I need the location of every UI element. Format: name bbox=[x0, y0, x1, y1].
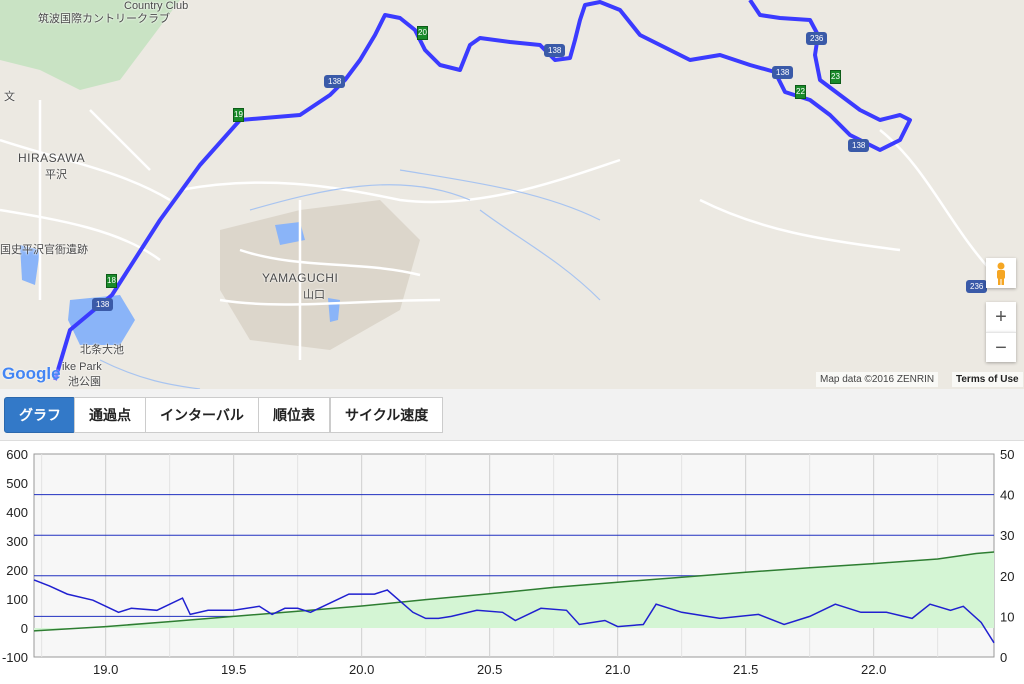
pond-small bbox=[275, 222, 305, 245]
tab-rankings[interactable]: 順位表 bbox=[258, 397, 330, 433]
y-right-tick-label: 30 bbox=[1000, 528, 1014, 543]
y-left-tick-label: 500 bbox=[6, 476, 28, 491]
street-view-pegman[interactable] bbox=[986, 258, 1016, 288]
x-tick-label: 20.5 bbox=[477, 662, 502, 677]
waypoint-marker[interactable]: 18 bbox=[106, 274, 117, 288]
y-right-tick-label: 20 bbox=[1000, 569, 1014, 584]
x-tick-label: 19.5 bbox=[221, 662, 246, 677]
map-label-country-club-en: Country Club bbox=[124, 0, 189, 12]
pond-west bbox=[20, 245, 40, 285]
y-left-tick-label: 200 bbox=[6, 563, 28, 578]
route-map[interactable]: 筑波国際カントリークラブ Country Club 文 HIRASAWA 平沢 … bbox=[0, 0, 1024, 389]
zoom-out-button[interactable]: − bbox=[986, 332, 1016, 362]
tab-bar: グラフ 通過点 インターバル 順位表 サイクル速度 bbox=[0, 389, 1024, 441]
y-left-tick-label: 600 bbox=[6, 447, 28, 462]
y-left-tick-label: 300 bbox=[6, 534, 28, 549]
tab-checkpoints[interactable]: 通過点 bbox=[74, 397, 146, 433]
x-tick-label: 20.0 bbox=[349, 662, 374, 677]
route-shield: 138 bbox=[772, 66, 794, 79]
map-label-park-en: ike Park bbox=[62, 361, 102, 373]
terms-of-use-link[interactable]: Terms of Use bbox=[952, 372, 1023, 387]
pegman-icon bbox=[997, 262, 1005, 285]
tab-intervals[interactable]: インターバル bbox=[145, 397, 259, 433]
route-shield: 236 bbox=[966, 280, 988, 293]
y-right-tick-label: 0 bbox=[1000, 650, 1007, 665]
y-left-tick-label: -100 bbox=[2, 650, 28, 665]
x-tick-label: 21.5 bbox=[733, 662, 758, 677]
x-tick-label: 19.0 bbox=[93, 662, 118, 677]
route-shield: 236 bbox=[806, 32, 828, 45]
map-label-hirasawa-en: HIRASAWA bbox=[18, 151, 86, 165]
map-label-ruins: 国史平沢官衙遺跡 bbox=[0, 244, 88, 256]
tab-cycle-speed[interactable]: サイクル速度 bbox=[330, 397, 444, 433]
waypoint-marker[interactable]: 23 bbox=[830, 70, 841, 84]
x-tick-label: 21.0 bbox=[605, 662, 630, 677]
map-label-hirasawa-jp: 平沢 bbox=[45, 169, 67, 181]
map-canvas bbox=[0, 0, 1001, 389]
speed-line bbox=[33, 579, 995, 644]
waypoint-marker[interactable]: 20 bbox=[417, 26, 428, 40]
y-left-tick-label: 400 bbox=[6, 505, 28, 520]
forest-area bbox=[0, 0, 180, 90]
elevation-line bbox=[33, 551, 995, 632]
elevation-speed-chart: 19.0 19.5 20.0 20.5 21.0 21.5 22.0 600 500 400 300… bbox=[0, 441, 1024, 679]
route-line bbox=[53, 0, 912, 381]
map-label-park-jp: 池公園 bbox=[68, 376, 101, 388]
settlement-area bbox=[220, 200, 420, 350]
map-label-yamaguchi-jp: 山口 bbox=[303, 289, 325, 301]
roads bbox=[0, 100, 1001, 360]
route-shield: 138 bbox=[848, 139, 870, 152]
map-label-hojo-pond: 北条大池 bbox=[80, 344, 124, 356]
waypoint-marker[interactable]: 19 bbox=[233, 108, 244, 122]
map-label-yamaguchi-en: YAMAGUCHI bbox=[262, 271, 339, 285]
map-attribution: Map data ©2016 ZENRIN bbox=[816, 372, 939, 387]
y-right-tick-label: 10 bbox=[1000, 609, 1014, 624]
y-left-tick-label: 0 bbox=[21, 621, 28, 636]
zoom-in-button[interactable]: + bbox=[986, 302, 1016, 332]
y-left-tick-label: 100 bbox=[6, 592, 28, 607]
streams bbox=[99, 169, 601, 389]
map-label-bun: 文 bbox=[4, 91, 15, 103]
chart-svg: 19.0 19.5 20.0 20.5 21.0 21.5 22.0600500400300… bbox=[2, 447, 1015, 677]
route-shield: 138 bbox=[544, 44, 566, 57]
x-tick-label: 22.0 bbox=[861, 662, 886, 677]
route-shield: 138 bbox=[324, 75, 346, 88]
pond-hojo bbox=[68, 295, 135, 345]
route-shield: 138 bbox=[92, 298, 114, 311]
tab-graph[interactable]: グラフ bbox=[4, 397, 76, 433]
google-logo[interactable]: Google bbox=[2, 364, 61, 383]
waypoint-marker[interactable]: 22 bbox=[795, 85, 806, 99]
y-right-tick-label: 40 bbox=[1000, 488, 1014, 503]
map-label-country-club-jp: 筑波国際カントリークラブ bbox=[38, 13, 170, 25]
y-right-tick-label: 50 bbox=[1000, 447, 1014, 462]
